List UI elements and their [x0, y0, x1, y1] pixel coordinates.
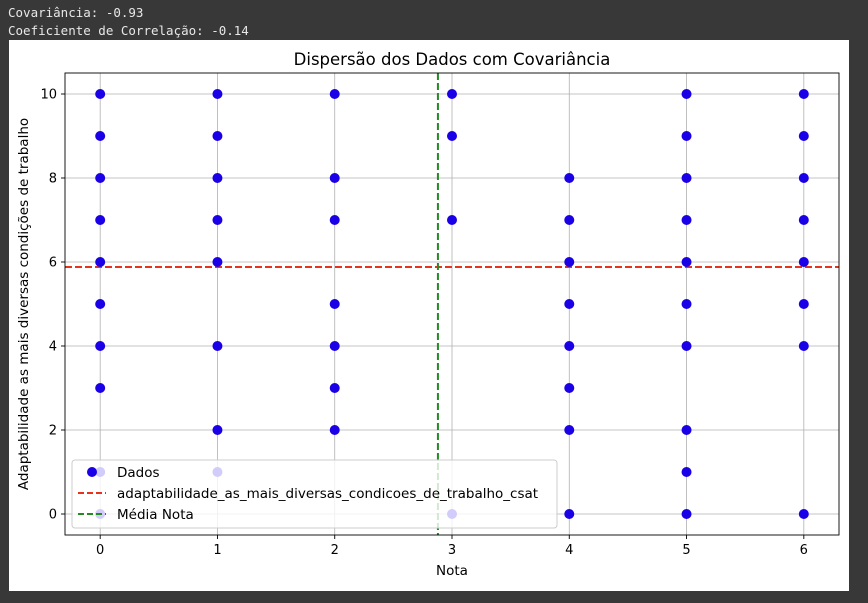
data-point [212, 89, 223, 99]
x-tick-label: 0 [96, 543, 104, 558]
data-point [798, 509, 809, 519]
data-point [329, 215, 340, 225]
data-point [564, 425, 575, 435]
legend: Dados adaptabilidade_as_mais_diversas_co… [71, 459, 558, 529]
data-point [329, 341, 340, 351]
data-point [798, 257, 809, 267]
x-tick-label: 1 [213, 543, 221, 558]
legend-label-mean-x: Média Nota [117, 507, 194, 523]
data-point [681, 215, 692, 225]
x-tick-label: 5 [682, 543, 690, 558]
data-point [798, 89, 809, 99]
data-point [95, 257, 106, 267]
x-axis-label: Nota [436, 563, 468, 579]
data-point [681, 257, 692, 267]
x-tick-label: 6 [800, 543, 808, 558]
data-point [681, 131, 692, 141]
data-point [564, 215, 575, 225]
y-tick-label: 10 [40, 88, 57, 103]
data-point [95, 341, 106, 351]
data-point [329, 425, 340, 435]
data-point [95, 215, 106, 225]
data-point [447, 131, 457, 141]
data-point [95, 383, 106, 393]
data-point [329, 89, 340, 99]
data-point [798, 341, 809, 351]
covariance-output: Covariância: -0.93 [8, 5, 144, 20]
data-point [95, 131, 106, 141]
x-tick-label: 2 [331, 543, 339, 558]
data-point [329, 299, 340, 309]
data-point [681, 173, 692, 183]
data-point [329, 173, 340, 183]
data-point [681, 425, 692, 435]
x-tick-label: 3 [448, 543, 456, 558]
data-point [95, 89, 106, 99]
data-point [798, 131, 809, 141]
scatter-chart: 0 1 2 3 4 5 6 0 2 4 6 8 10 Dispersão dos Dados com C… [16, 50, 840, 579]
data-point [681, 299, 692, 309]
y-axis-label: Adaptabilidade as mais diversas condiçõe… [16, 118, 32, 490]
data-point [212, 173, 223, 183]
data-point [212, 257, 223, 267]
data-point [564, 341, 575, 351]
data-points [95, 89, 809, 519]
data-point [564, 383, 575, 393]
data-point [681, 341, 692, 351]
legend-box [71, 459, 558, 529]
data-point [212, 425, 223, 435]
data-point [681, 509, 692, 519]
data-point [681, 467, 692, 477]
data-point [798, 215, 809, 225]
data-point [798, 173, 809, 183]
legend-label-mean-y: adaptabilidade_as_mais_diversas_condicoe… [117, 486, 538, 502]
legend-label-dados: Dados [117, 465, 160, 481]
data-point [681, 89, 692, 99]
y-tick-label: 2 [49, 424, 57, 439]
data-point [564, 509, 575, 519]
y-tick-label: 0 [49, 508, 57, 523]
correlation-output: Coeficiente de Correlação: -0.14 [8, 23, 249, 38]
data-point [447, 89, 457, 99]
reference-lines [65, 73, 839, 535]
y-tick-label: 8 [49, 172, 57, 187]
y-tick-label: 6 [49, 256, 57, 271]
x-tick-label: 4 [565, 543, 573, 558]
chart-title: Dispersão dos Dados com Covariância [294, 50, 611, 69]
data-point [447, 215, 457, 225]
data-point [95, 299, 106, 309]
data-point [95, 173, 106, 183]
axis-ticks: 0 1 2 3 4 5 6 0 2 4 6 8 10 [40, 88, 808, 559]
data-point [564, 257, 575, 267]
data-point [212, 131, 223, 141]
legend-marker-dados [87, 467, 97, 477]
data-point [329, 383, 340, 393]
data-point [212, 215, 223, 225]
data-point [564, 299, 575, 309]
data-point [564, 173, 575, 183]
chart-figure: 0 1 2 3 4 5 6 0 2 4 6 8 10 Dispersão dos Dados com C… [9, 40, 849, 591]
data-point [798, 299, 809, 309]
y-tick-label: 4 [49, 340, 57, 355]
data-point [212, 341, 223, 351]
